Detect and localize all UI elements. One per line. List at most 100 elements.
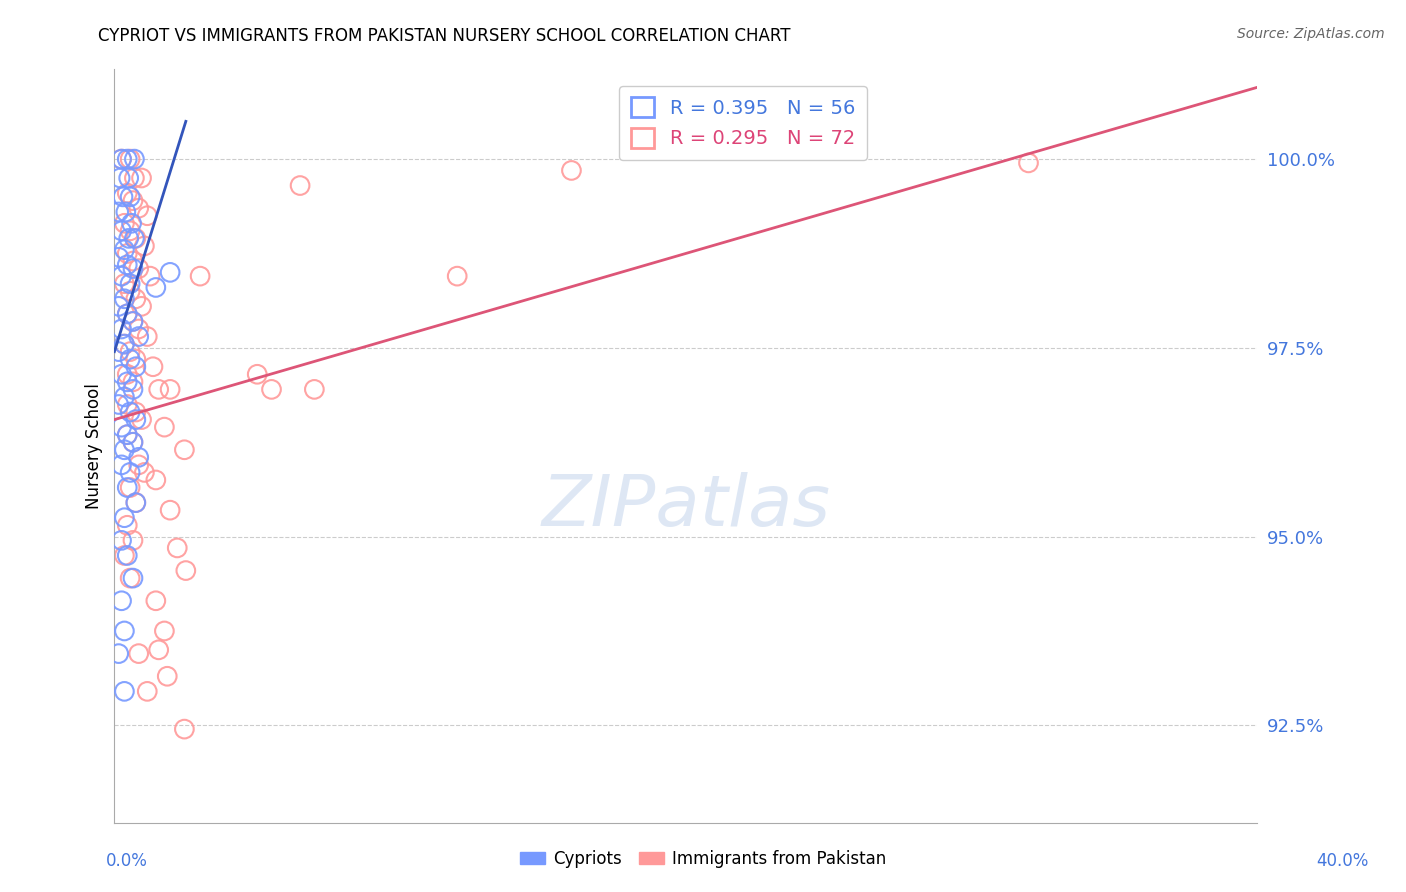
Point bbox=[122, 261, 145, 276]
Point bbox=[120, 277, 142, 291]
Point bbox=[122, 314, 145, 328]
Point bbox=[107, 344, 129, 359]
Point bbox=[560, 163, 582, 178]
Point bbox=[112, 684, 135, 698]
Point bbox=[120, 571, 142, 585]
Point bbox=[117, 481, 139, 495]
Point bbox=[122, 314, 145, 328]
Point bbox=[446, 269, 468, 284]
Point bbox=[260, 383, 283, 397]
Point bbox=[125, 359, 148, 374]
Point bbox=[107, 647, 129, 661]
Point bbox=[122, 435, 145, 450]
Text: 0.0%: 0.0% bbox=[105, 852, 148, 870]
Point bbox=[122, 571, 145, 585]
Point bbox=[122, 533, 145, 548]
Point bbox=[145, 280, 167, 294]
Point bbox=[125, 412, 148, 426]
Point bbox=[110, 152, 132, 166]
Point bbox=[128, 322, 150, 336]
Point bbox=[117, 258, 139, 272]
Point bbox=[112, 216, 135, 230]
Point bbox=[124, 152, 146, 166]
Point bbox=[117, 186, 139, 200]
Point bbox=[120, 481, 142, 495]
Point bbox=[145, 594, 167, 608]
Point bbox=[117, 397, 139, 411]
Point bbox=[120, 344, 142, 359]
Text: ZIPatlas: ZIPatlas bbox=[541, 472, 830, 541]
Point bbox=[112, 243, 135, 257]
Point bbox=[112, 510, 135, 524]
Point bbox=[128, 458, 150, 472]
Point bbox=[107, 397, 129, 411]
Point bbox=[122, 375, 145, 389]
Point bbox=[121, 216, 143, 230]
Point bbox=[110, 322, 132, 336]
Point bbox=[122, 383, 145, 397]
Point bbox=[107, 250, 129, 264]
Point bbox=[112, 442, 135, 457]
Point bbox=[125, 292, 148, 306]
Point bbox=[112, 624, 135, 638]
Point bbox=[125, 495, 148, 509]
Point bbox=[124, 231, 146, 245]
Point bbox=[120, 352, 142, 367]
Point bbox=[246, 368, 269, 382]
Point bbox=[117, 427, 139, 442]
Point bbox=[112, 390, 135, 404]
Point bbox=[110, 533, 132, 548]
Point bbox=[173, 722, 195, 736]
Point bbox=[122, 194, 145, 208]
Point bbox=[117, 375, 139, 389]
Y-axis label: Nursery School: Nursery School bbox=[86, 383, 103, 509]
Point bbox=[139, 269, 162, 284]
Point bbox=[118, 171, 141, 186]
Text: 40.0%: 40.0% bbox=[1316, 852, 1369, 870]
Legend: Cypriots, Immigrants from Pakistan: Cypriots, Immigrants from Pakistan bbox=[513, 844, 893, 875]
Point bbox=[166, 541, 188, 555]
Point bbox=[110, 152, 132, 166]
Point bbox=[125, 405, 148, 419]
Point bbox=[288, 178, 311, 193]
Text: Source: ZipAtlas.com: Source: ZipAtlas.com bbox=[1237, 27, 1385, 41]
Point bbox=[142, 359, 165, 374]
Point bbox=[174, 564, 197, 578]
Point bbox=[107, 205, 129, 219]
Point bbox=[159, 383, 181, 397]
Point bbox=[128, 201, 150, 215]
Point bbox=[117, 307, 139, 321]
Point bbox=[1018, 156, 1040, 170]
Legend: R = 0.395   N = 56, R = 0.295   N = 72: R = 0.395 N = 56, R = 0.295 N = 72 bbox=[619, 86, 866, 160]
Point bbox=[120, 190, 142, 204]
Point bbox=[125, 231, 148, 245]
Point bbox=[128, 450, 150, 465]
Point bbox=[153, 624, 176, 638]
Point bbox=[128, 329, 150, 343]
Point bbox=[120, 152, 142, 166]
Point bbox=[112, 337, 135, 351]
Point bbox=[117, 152, 139, 166]
Point bbox=[145, 473, 167, 487]
Point bbox=[159, 503, 181, 517]
Point bbox=[153, 420, 176, 434]
Point bbox=[107, 299, 129, 313]
Point bbox=[136, 329, 159, 343]
Point bbox=[136, 684, 159, 698]
Point bbox=[159, 265, 181, 279]
Point bbox=[136, 209, 159, 223]
Point bbox=[120, 284, 142, 298]
Point bbox=[110, 269, 132, 284]
Point bbox=[117, 307, 139, 321]
Point bbox=[148, 643, 170, 657]
Point bbox=[110, 458, 132, 472]
Point bbox=[124, 171, 146, 186]
Point bbox=[110, 368, 132, 382]
Point bbox=[117, 368, 139, 382]
Point bbox=[111, 190, 134, 204]
Point bbox=[110, 594, 132, 608]
Point bbox=[125, 495, 148, 509]
Point bbox=[304, 383, 326, 397]
Point bbox=[131, 299, 153, 313]
Point bbox=[117, 246, 139, 260]
